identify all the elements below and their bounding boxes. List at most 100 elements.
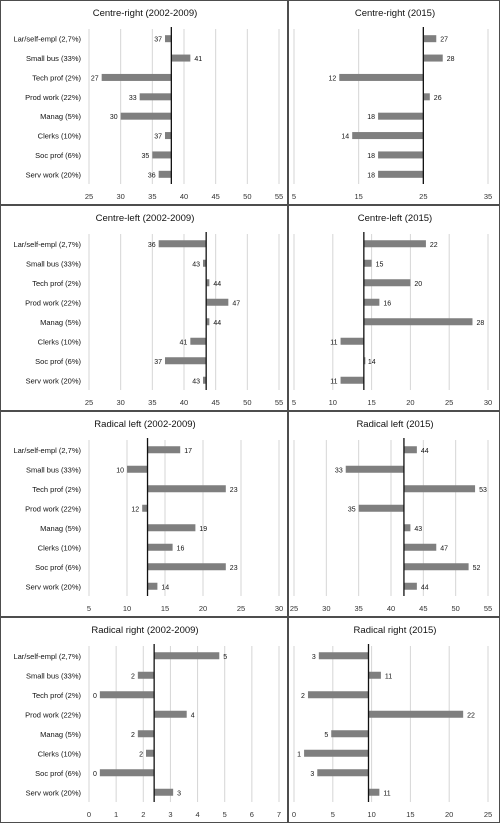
bar: [142, 504, 148, 512]
data-label: 3: [310, 771, 314, 778]
category-label: Prod work (22%): [25, 504, 81, 513]
category-label: Tech prof (2%): [32, 691, 81, 700]
category-label: Tech prof (2%): [32, 485, 81, 494]
x-tick-label: 15: [161, 604, 169, 613]
category-label: Tech prof (2%): [32, 279, 81, 288]
data-label: 1: [297, 751, 301, 758]
data-label: 36: [148, 172, 156, 179]
data-label: 23: [230, 565, 238, 572]
category-label: Clerks (10%): [38, 337, 82, 346]
chart-svg: Centre-right (2015) 5 15 25 35 27 28 12 26 18 14 18…: [292, 8, 492, 201]
x-tick-label: 20: [406, 398, 414, 407]
bar: [423, 35, 437, 43]
category-label: Small bus (33%): [26, 54, 82, 63]
x-tick-label: 35: [148, 192, 156, 201]
bar: [154, 788, 174, 796]
bar: [363, 259, 372, 267]
chart-svg: Radical left (2002-2009) 5 10 15 20 25 30 Lar/s…: [13, 419, 283, 613]
x-tick-label: 30: [484, 398, 492, 407]
data-label: 2: [301, 693, 305, 700]
bar: [137, 730, 155, 738]
bar: [378, 112, 424, 120]
x-tick-label: 0: [292, 810, 296, 819]
category-label: Manag (5%): [40, 112, 81, 121]
x-tick-label: 1: [114, 810, 118, 819]
x-tick-label: 30: [322, 604, 330, 613]
data-label: 0: [93, 771, 97, 778]
chart-panel: Centre-left (2002-2009) 25 30 35 40 45 50 55 Lar…: [0, 205, 288, 411]
chart-panel: Radical left (2002-2009) 5 10 15 20 25 30 Lar/s…: [0, 411, 288, 617]
x-tick-label: 40: [387, 604, 395, 613]
data-label: 28: [447, 56, 455, 63]
bar: [317, 769, 369, 777]
bar: [423, 54, 443, 62]
data-label: 10: [116, 467, 124, 474]
x-tick-label: 7: [277, 810, 281, 819]
x-tick-label: 50: [451, 604, 459, 613]
category-label: Clerks (10%): [38, 543, 82, 552]
data-label: 35: [142, 153, 150, 160]
bar: [339, 73, 424, 81]
x-tick-label: 30: [116, 192, 124, 201]
chart-title: Radical left (2015): [356, 419, 433, 430]
data-label: 43: [414, 526, 422, 533]
bar: [403, 582, 417, 590]
data-label: 2: [131, 673, 135, 680]
data-label: 53: [479, 487, 487, 494]
bar: [206, 318, 210, 326]
data-label: 44: [213, 281, 221, 288]
x-tick-label: 40: [180, 192, 188, 201]
data-label: 26: [434, 95, 442, 102]
data-label: 19: [199, 526, 207, 533]
x-tick-label: 3: [168, 810, 172, 819]
x-tick-label: 10: [367, 810, 375, 819]
chart-title: Radical right (2015): [354, 625, 437, 636]
x-tick-label: 25: [484, 810, 492, 819]
bar: [203, 376, 207, 384]
bar: [358, 504, 404, 512]
data-label: 0: [93, 693, 97, 700]
data-label: 44: [421, 448, 429, 455]
x-tick-label: 55: [275, 398, 283, 407]
category-label: Clerks (10%): [38, 132, 82, 141]
data-label: 18: [367, 172, 375, 179]
bar: [403, 446, 417, 454]
x-tick-label: 50: [243, 398, 251, 407]
category-label: Small bus (33%): [26, 671, 82, 680]
data-label: 4: [191, 712, 195, 719]
x-tick-label: 55: [484, 604, 492, 613]
data-label: 28: [476, 320, 484, 327]
bar: [165, 35, 172, 43]
x-tick-label: 35: [354, 604, 362, 613]
bar: [165, 357, 207, 365]
x-tick-label: 10: [329, 398, 337, 407]
data-label: 37: [154, 37, 162, 44]
category-label: Serv work (20%): [26, 788, 82, 797]
category-label: Lar/self-empl (2,7%): [13, 446, 81, 455]
x-tick-label: 5: [223, 810, 227, 819]
x-tick-label: 5: [331, 810, 335, 819]
bar: [340, 376, 364, 384]
data-label: 16: [177, 545, 185, 552]
bar: [368, 788, 380, 796]
data-label: 14: [161, 584, 169, 591]
category-label: Manag (5%): [40, 318, 81, 327]
data-label: 3: [312, 654, 316, 661]
x-tick-label: 25: [445, 398, 453, 407]
bar: [137, 671, 155, 679]
data-label: 44: [213, 320, 221, 327]
data-label: 52: [473, 565, 481, 572]
bar: [147, 485, 226, 493]
x-tick-label: 15: [406, 810, 414, 819]
x-tick-label: 0: [87, 810, 91, 819]
x-tick-label: 5: [87, 604, 91, 613]
bar: [304, 749, 369, 757]
x-tick-label: 35: [484, 192, 492, 201]
chart-title: Centre-right (2002-2009): [93, 8, 198, 19]
data-label: 5: [324, 732, 328, 739]
bar: [403, 485, 476, 493]
bar: [363, 240, 426, 248]
bar: [363, 318, 473, 326]
bar: [171, 54, 191, 62]
